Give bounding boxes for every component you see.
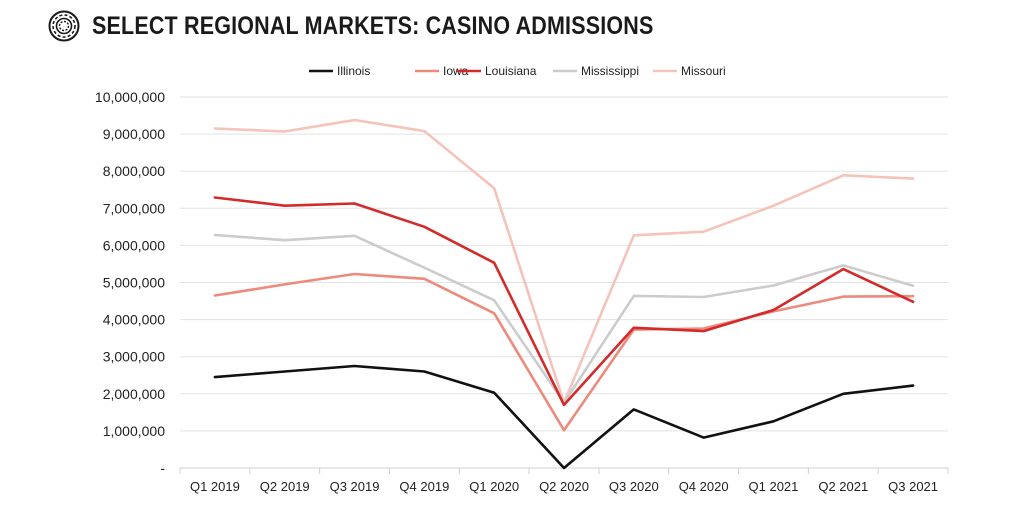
y-tick-label: - xyxy=(160,460,165,476)
x-tick-label: Q1 2020 xyxy=(469,479,519,494)
legend-item-missouri: Missouri xyxy=(653,64,726,78)
x-tick-label: Q1 2021 xyxy=(749,479,799,494)
series-line-missouri xyxy=(213,118,915,405)
y-tick-label: 10,000,000 xyxy=(95,89,165,105)
series-lines xyxy=(213,118,915,470)
y-tick-label: 2,000,000 xyxy=(103,386,165,402)
y-tick-label: 5,000,000 xyxy=(103,275,165,291)
legend-label: Missouri xyxy=(681,64,726,78)
y-axis-ticks: - 1,000,000 2,000,000 3,000,000 4,000,000 5,0… xyxy=(95,89,165,476)
page-title: SELECT REGIONAL MARKETS: CASINO ADMISSIO… xyxy=(92,11,654,40)
gridlines xyxy=(179,96,949,474)
legend-label: Iowa xyxy=(443,64,469,78)
header: SELECT REGIONAL MARKETS: CASINO ADMISSIO… xyxy=(48,8,745,44)
y-tick-label: 4,000,000 xyxy=(103,312,165,328)
legend-label: Louisiana xyxy=(485,64,537,78)
x-tick-label: Q1 2019 xyxy=(190,479,240,494)
y-tick-label: 3,000,000 xyxy=(103,349,165,365)
x-tick-label: Q2 2021 xyxy=(818,479,868,494)
x-tick-label: Q3 2020 xyxy=(609,479,659,494)
y-tick-label: 9,000,000 xyxy=(103,126,165,142)
legend-item-louisiana: Louisiana xyxy=(457,64,537,78)
x-tick-label: Q3 2019 xyxy=(330,479,380,494)
legend-label: Mississippi xyxy=(581,64,639,78)
x-tick-label: Q4 2020 xyxy=(679,479,729,494)
x-tick-label: Q2 2020 xyxy=(539,479,589,494)
x-tick-label: Q4 2019 xyxy=(399,479,449,494)
series-line-iowa xyxy=(213,272,915,432)
legend-item-illinois: Illinois xyxy=(309,64,370,78)
series-line-illinois xyxy=(213,364,915,470)
casino-chip-icon xyxy=(48,10,80,42)
legend-label: Illinois xyxy=(337,64,370,78)
legend-item-mississippi: Mississippi xyxy=(553,64,639,78)
series-line-mississippi xyxy=(213,233,915,405)
x-tick-label: Q3 2021 xyxy=(888,479,938,494)
y-tick-label: 1,000,000 xyxy=(103,423,165,439)
series-line-louisiana xyxy=(213,196,915,407)
x-axis-ticks: Q1 2019 Q2 2019 Q3 2019 Q4 2019 Q1 2020 Q2 20… xyxy=(190,479,938,494)
legend-item-iowa: Iowa xyxy=(415,64,469,78)
y-tick-label: 7,000,000 xyxy=(103,200,165,216)
y-tick-label: 8,000,000 xyxy=(103,163,165,179)
x-tick-label: Q2 2019 xyxy=(260,479,310,494)
legend: Illinois Iowa Louisiana Mississippi Missouri xyxy=(309,64,726,78)
y-tick-label: 6,000,000 xyxy=(103,237,165,253)
